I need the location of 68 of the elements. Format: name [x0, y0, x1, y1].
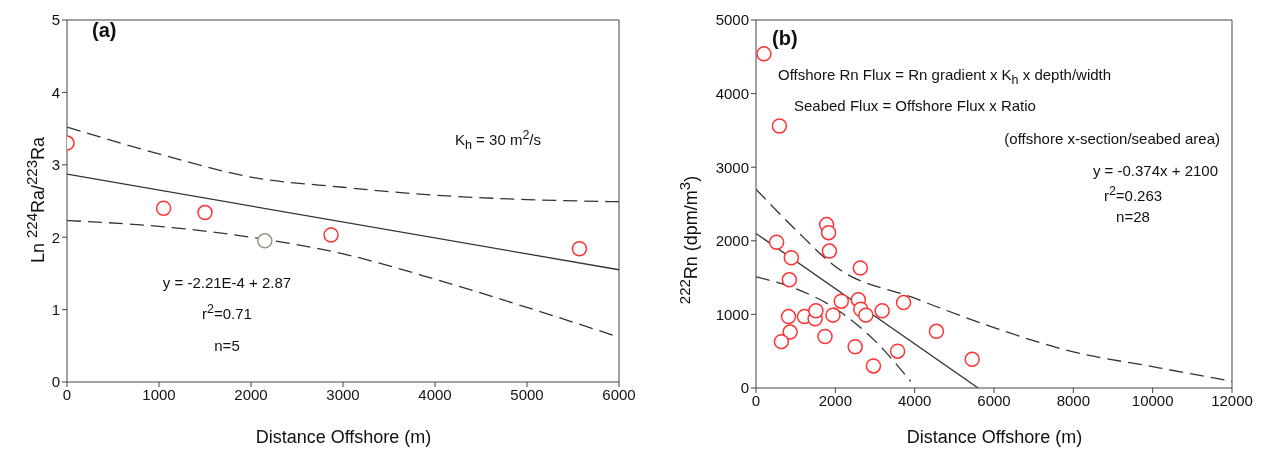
point	[964, 351, 980, 368]
chart-title: (a)	[92, 19, 117, 41]
point	[820, 224, 837, 241]
point	[771, 118, 788, 134]
x-tick-label: 10000	[1131, 391, 1174, 409]
point	[928, 323, 945, 340]
x-tick-label: 4000	[418, 385, 452, 403]
y-tick-label: 3	[51, 156, 60, 174]
x-tick-label: 1000	[142, 385, 176, 403]
point	[197, 204, 213, 221]
x-tick-label: 2000	[818, 391, 853, 409]
point	[874, 302, 890, 319]
y-tick-label: 2	[51, 228, 60, 246]
point	[817, 328, 833, 345]
x-tick-label: 3000	[326, 385, 360, 403]
point	[257, 233, 273, 249]
annotation: n=28	[1116, 207, 1150, 225]
y-tick-label: 3000	[715, 158, 749, 176]
line-series	[67, 126, 619, 203]
point	[781, 272, 798, 288]
annotation: Seabed Flux = Offshore Flux x Ratio	[794, 96, 1036, 114]
point	[833, 293, 850, 309]
point	[571, 241, 588, 257]
x-tick-label: 5000	[510, 385, 544, 403]
point	[323, 227, 339, 243]
annotation: r$^{2}$=0.71	[202, 302, 252, 322]
point	[895, 294, 912, 311]
annotation: y = -2.21E-4 + 2.87	[162, 273, 292, 291]
annotation: y = -0.374x + 2100	[1092, 161, 1218, 179]
point	[858, 307, 874, 323]
x-tick-label: 12000	[1211, 391, 1253, 409]
y-tick-label: 0	[51, 373, 60, 391]
point	[889, 343, 906, 359]
annotation: K$_{h}$ = 30 m$^{2}$/s	[454, 127, 542, 152]
point	[783, 249, 800, 266]
y-tick-label: 1000	[715, 305, 749, 323]
y-tick-label: 2000	[715, 232, 749, 250]
chart-title: (b)	[772, 27, 798, 49]
point	[782, 324, 798, 340]
x-tick-label: 6000	[602, 385, 636, 403]
annotation: (offshore x-section/seabed area)	[1004, 129, 1220, 147]
annotation: r$^{2}$=0.263	[1103, 184, 1163, 204]
point	[865, 358, 882, 374]
x-axis-title: Distance Offshore (m)	[906, 427, 1083, 447]
point	[852, 260, 869, 276]
point	[780, 308, 797, 325]
point	[768, 234, 785, 251]
point	[756, 46, 772, 62]
y-tick-label: 4000	[715, 84, 749, 102]
y-tick-label: 1	[51, 300, 60, 318]
point	[847, 339, 863, 355]
x-tick-label: 2000	[234, 385, 268, 403]
point	[825, 307, 841, 323]
x-tick-label: 8000	[1056, 391, 1091, 409]
point	[155, 200, 172, 216]
annotation: n=5	[214, 336, 240, 354]
annotation: Offshore Rn Flux = Rn gradient x K$_{h}$ x depth/width	[778, 66, 1112, 88]
x-tick-label: 0	[751, 391, 761, 409]
x-tick-label: 0	[62, 385, 72, 403]
y-tick-label: 4	[51, 83, 60, 101]
x-axis-title: Distance Offshore (m)	[255, 427, 432, 447]
x-tick-label: 4000	[897, 391, 932, 409]
x-tick-label: 6000	[977, 391, 1011, 409]
y-tick-label: 5000	[715, 11, 749, 29]
point	[821, 243, 838, 259]
y-tick-label: 5	[51, 11, 60, 29]
point	[808, 302, 824, 319]
point	[773, 333, 790, 350]
